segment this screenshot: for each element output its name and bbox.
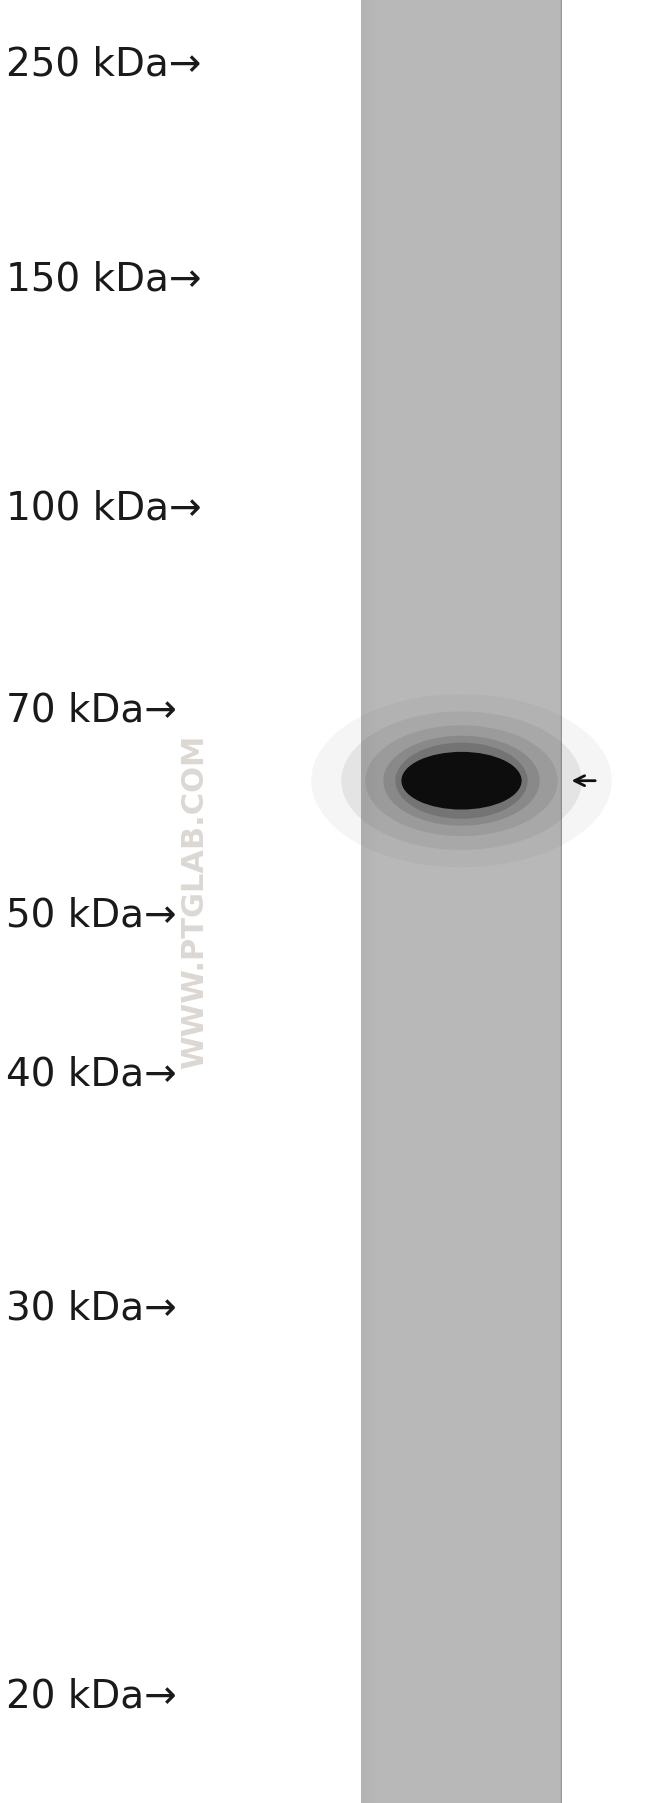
Bar xyxy=(366,0,367,1803)
Bar xyxy=(362,0,363,1803)
Bar xyxy=(561,0,562,1803)
Bar xyxy=(372,0,374,1803)
Bar xyxy=(364,0,365,1803)
Bar xyxy=(374,0,376,1803)
Bar xyxy=(561,0,562,1803)
Text: 250 kDa→: 250 kDa→ xyxy=(6,45,202,85)
Text: 20 kDa→: 20 kDa→ xyxy=(6,1677,177,1716)
Bar xyxy=(560,0,562,1803)
Bar xyxy=(561,0,562,1803)
Bar xyxy=(560,0,562,1803)
Text: 70 kDa→: 70 kDa→ xyxy=(6,691,177,730)
Bar xyxy=(376,0,377,1803)
Bar xyxy=(361,0,562,1803)
Bar xyxy=(561,0,562,1803)
Text: 100 kDa→: 100 kDa→ xyxy=(6,489,202,528)
Text: WWW.PTGLAB.COM: WWW.PTGLAB.COM xyxy=(181,734,209,1069)
Bar xyxy=(363,0,364,1803)
Bar xyxy=(365,0,366,1803)
Bar xyxy=(560,0,561,1803)
Bar xyxy=(367,0,369,1803)
Ellipse shape xyxy=(341,712,582,849)
Bar xyxy=(561,0,562,1803)
Bar xyxy=(370,0,372,1803)
Bar xyxy=(361,0,362,1803)
Text: 150 kDa→: 150 kDa→ xyxy=(6,260,202,299)
Ellipse shape xyxy=(365,725,558,837)
Ellipse shape xyxy=(311,694,612,867)
Bar xyxy=(561,0,562,1803)
Bar xyxy=(369,0,370,1803)
Bar xyxy=(560,0,562,1803)
Bar xyxy=(560,0,562,1803)
Text: 50 kDa→: 50 kDa→ xyxy=(6,896,177,936)
Bar xyxy=(560,0,562,1803)
Bar xyxy=(560,0,562,1803)
Bar xyxy=(561,0,562,1803)
Bar xyxy=(561,0,562,1803)
Ellipse shape xyxy=(402,752,521,810)
Ellipse shape xyxy=(395,743,528,819)
Text: 40 kDa→: 40 kDa→ xyxy=(6,1055,177,1094)
Text: 30 kDa→: 30 kDa→ xyxy=(6,1289,177,1329)
Ellipse shape xyxy=(384,736,540,826)
